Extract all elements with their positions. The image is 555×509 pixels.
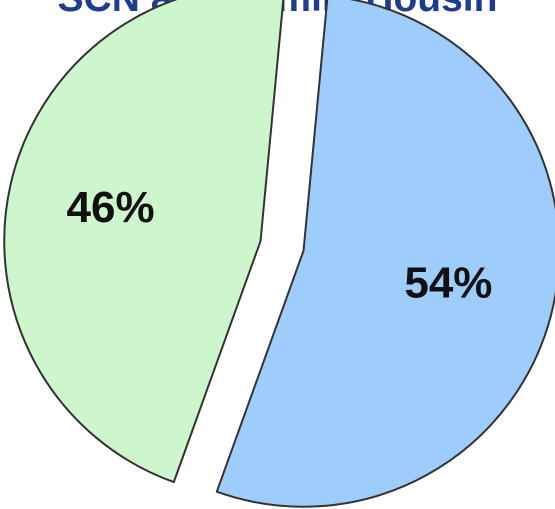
slice-label-54: 54% — [404, 259, 492, 308]
pie-slice-46 — [3, 0, 285, 484]
pie-slice-54 — [215, 0, 555, 508]
slice-label-46: 46% — [67, 183, 155, 232]
